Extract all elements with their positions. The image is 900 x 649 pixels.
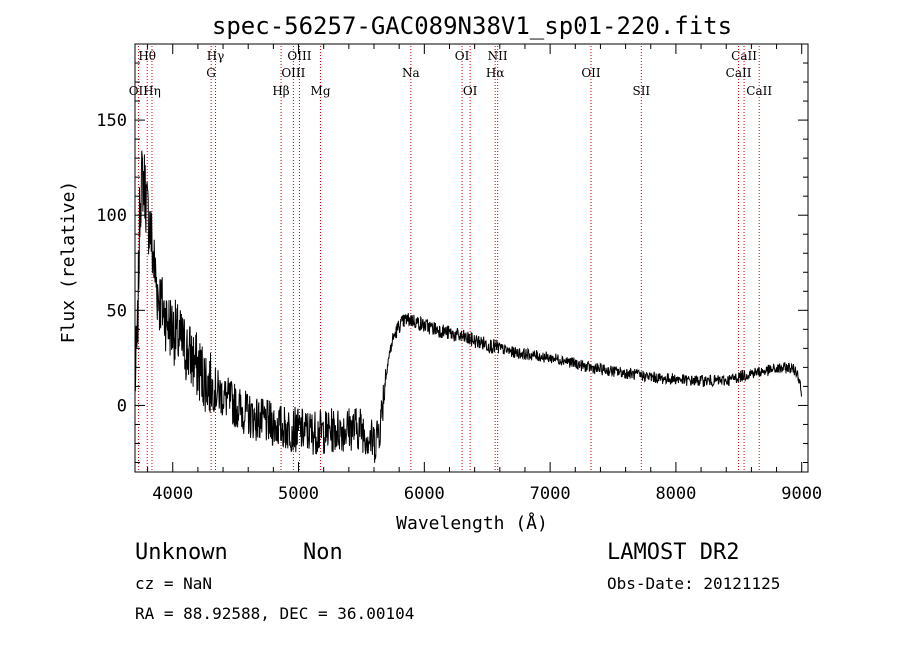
y-tick-label: 100 [96,206,127,226]
redshift-label: cz = NaN [135,574,212,593]
y-tick-label: 50 [107,301,127,321]
line-marker-label: OI [463,84,478,98]
line-marker-label: Na [402,66,420,80]
line-marker-label: CaII [726,66,752,80]
emission-line-markers: OII Hθ Hη Hγ G Hβ OIII OIII Mg Na OI OI NII Hα OII SII C… [129,46,772,472]
x-axis-label: Wavelength (Å) [396,512,548,534]
line-marker-label: Hα [486,66,505,80]
axis-ticks [135,44,808,472]
line-marker-label: G [206,66,216,80]
line-marker-label: OIII [287,49,311,63]
line-marker-label: NII [488,49,508,63]
line-marker-label: Hγ [207,49,225,63]
chart-title: spec-56257-GAC089N38V1_sp01-220.fits [212,12,732,40]
line-marker-label: Mg [311,84,331,98]
x-tick-label: 8000 [655,484,696,504]
line-marker-label: OII [581,66,601,80]
object-class-label: Unknown [135,540,228,565]
line-marker-label: Hθ [138,49,156,63]
x-tick-label: 5000 [278,484,319,504]
x-tick-label: 7000 [530,484,571,504]
line-marker-label: OII [129,84,149,98]
y-axis-label: Flux (relative) [58,181,79,344]
line-marker-label: CaII [746,84,772,98]
obs-date-label: Obs-Date: 20121125 [607,574,780,593]
line-marker-label: Hβ [272,84,289,98]
line-marker-label: Hη [143,84,161,98]
y-tick-label: 0 [117,396,127,416]
x-tick-label: 6000 [404,484,445,504]
coordinates-label: RA = 88.92588, DEC = 36.00104 [135,604,414,623]
line-marker-label: OI [455,49,470,63]
line-marker-label: CaII [731,49,757,63]
y-tick-label: 150 [96,111,127,131]
line-marker-label: OIII [281,66,305,80]
plot-frame [134,43,809,473]
axis-tick-labels: 4000 5000 6000 7000 8000 9000 0 50 100 150 [96,111,822,504]
object-subclass-label: Non [303,540,343,565]
survey-label: LAMOST DR2 [607,540,739,565]
spectrum-line [134,150,802,463]
x-tick-label: 9000 [781,484,822,504]
x-tick-label: 4000 [152,484,193,504]
line-marker-label: SII [632,84,650,98]
